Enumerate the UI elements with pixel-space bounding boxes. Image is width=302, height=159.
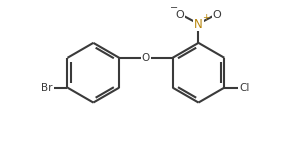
Text: O: O [175,10,184,20]
Text: N: N [194,18,203,31]
Text: O: O [213,10,222,20]
Text: −: − [170,3,178,13]
Text: +: + [202,13,210,22]
Text: O: O [142,53,150,63]
Text: Cl: Cl [239,83,250,93]
Text: Br: Br [41,83,52,93]
